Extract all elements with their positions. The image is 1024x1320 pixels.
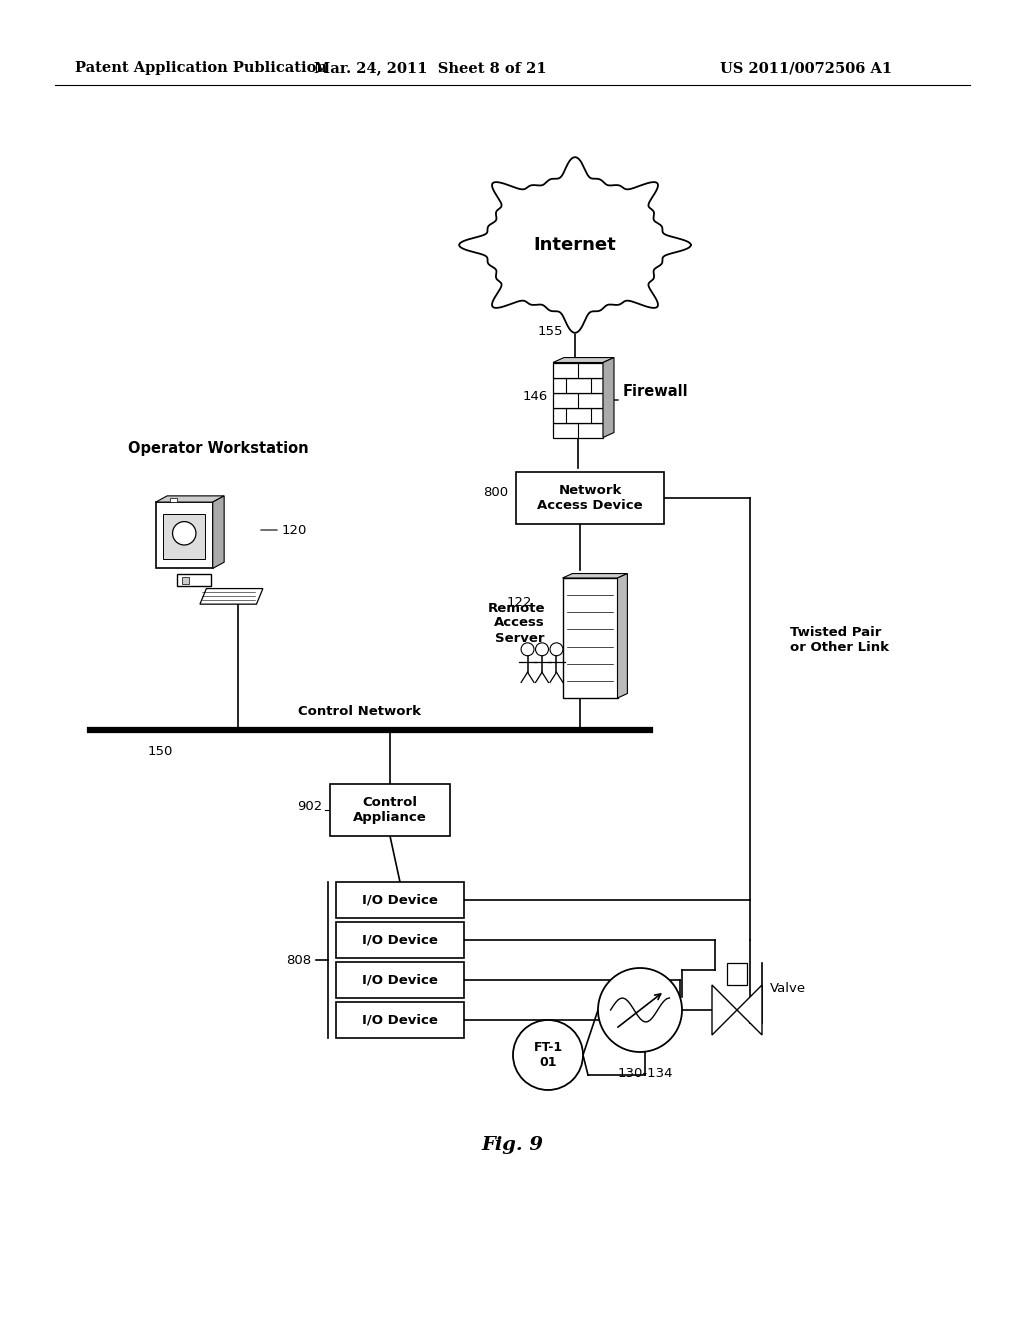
Text: 130-134: 130-134 bbox=[617, 1067, 673, 1080]
Circle shape bbox=[173, 521, 196, 545]
Polygon shape bbox=[712, 985, 737, 1035]
Bar bbox=[516, 473, 664, 524]
Text: 800: 800 bbox=[483, 487, 508, 499]
Polygon shape bbox=[737, 985, 762, 1035]
Polygon shape bbox=[200, 589, 263, 605]
Polygon shape bbox=[156, 502, 213, 569]
Bar bbox=[727, 964, 746, 985]
Text: US 2011/0072506 A1: US 2011/0072506 A1 bbox=[720, 61, 892, 75]
Text: Internet: Internet bbox=[534, 236, 616, 253]
Text: 150: 150 bbox=[148, 744, 173, 758]
Polygon shape bbox=[177, 574, 211, 586]
Text: 902: 902 bbox=[297, 800, 322, 813]
Text: 155: 155 bbox=[538, 325, 563, 338]
Polygon shape bbox=[617, 574, 628, 698]
Bar bbox=[336, 882, 464, 917]
Polygon shape bbox=[156, 496, 224, 502]
Circle shape bbox=[550, 643, 563, 656]
Text: I/O Device: I/O Device bbox=[362, 974, 438, 986]
Bar bbox=[182, 577, 189, 583]
Text: Firewall: Firewall bbox=[623, 384, 688, 400]
Text: I/O Device: I/O Device bbox=[362, 894, 438, 907]
Circle shape bbox=[521, 643, 534, 656]
Text: 808: 808 bbox=[286, 953, 311, 966]
Bar bbox=[553, 408, 603, 422]
Bar bbox=[336, 921, 464, 958]
Text: Operator Workstation: Operator Workstation bbox=[128, 441, 308, 455]
Text: 122: 122 bbox=[507, 597, 532, 610]
Text: FT-1
01: FT-1 01 bbox=[534, 1041, 562, 1069]
Text: 120: 120 bbox=[282, 524, 307, 536]
Polygon shape bbox=[459, 157, 691, 333]
Bar bbox=[562, 578, 617, 698]
Text: Control Network: Control Network bbox=[299, 705, 422, 718]
Circle shape bbox=[598, 968, 682, 1052]
Circle shape bbox=[536, 643, 549, 656]
Text: Patent Application Publication: Patent Application Publication bbox=[75, 61, 327, 75]
Text: Fig. 9: Fig. 9 bbox=[481, 1137, 543, 1154]
Text: Network
Access Device: Network Access Device bbox=[538, 484, 643, 512]
Polygon shape bbox=[603, 358, 614, 437]
Text: I/O Device: I/O Device bbox=[362, 1014, 438, 1027]
Polygon shape bbox=[562, 574, 628, 578]
Text: I/O Device: I/O Device bbox=[362, 933, 438, 946]
Text: Twisted Pair
or Other Link: Twisted Pair or Other Link bbox=[790, 626, 889, 653]
Text: Valve: Valve bbox=[770, 982, 806, 994]
Polygon shape bbox=[170, 499, 177, 502]
Text: Control
Appliance: Control Appliance bbox=[353, 796, 427, 824]
Text: Remote
Access
Server: Remote Access Server bbox=[487, 602, 545, 644]
Bar bbox=[336, 962, 464, 998]
Circle shape bbox=[513, 1020, 583, 1090]
Text: 146: 146 bbox=[522, 391, 548, 404]
Bar bbox=[553, 422, 603, 437]
Bar bbox=[553, 378, 603, 392]
Polygon shape bbox=[213, 496, 224, 569]
Bar bbox=[330, 784, 450, 836]
Bar bbox=[336, 1002, 464, 1038]
Bar bbox=[553, 392, 603, 408]
Text: Mar. 24, 2011  Sheet 8 of 21: Mar. 24, 2011 Sheet 8 of 21 bbox=[313, 61, 547, 75]
Polygon shape bbox=[164, 513, 205, 560]
Bar bbox=[553, 363, 603, 378]
Polygon shape bbox=[553, 358, 614, 363]
